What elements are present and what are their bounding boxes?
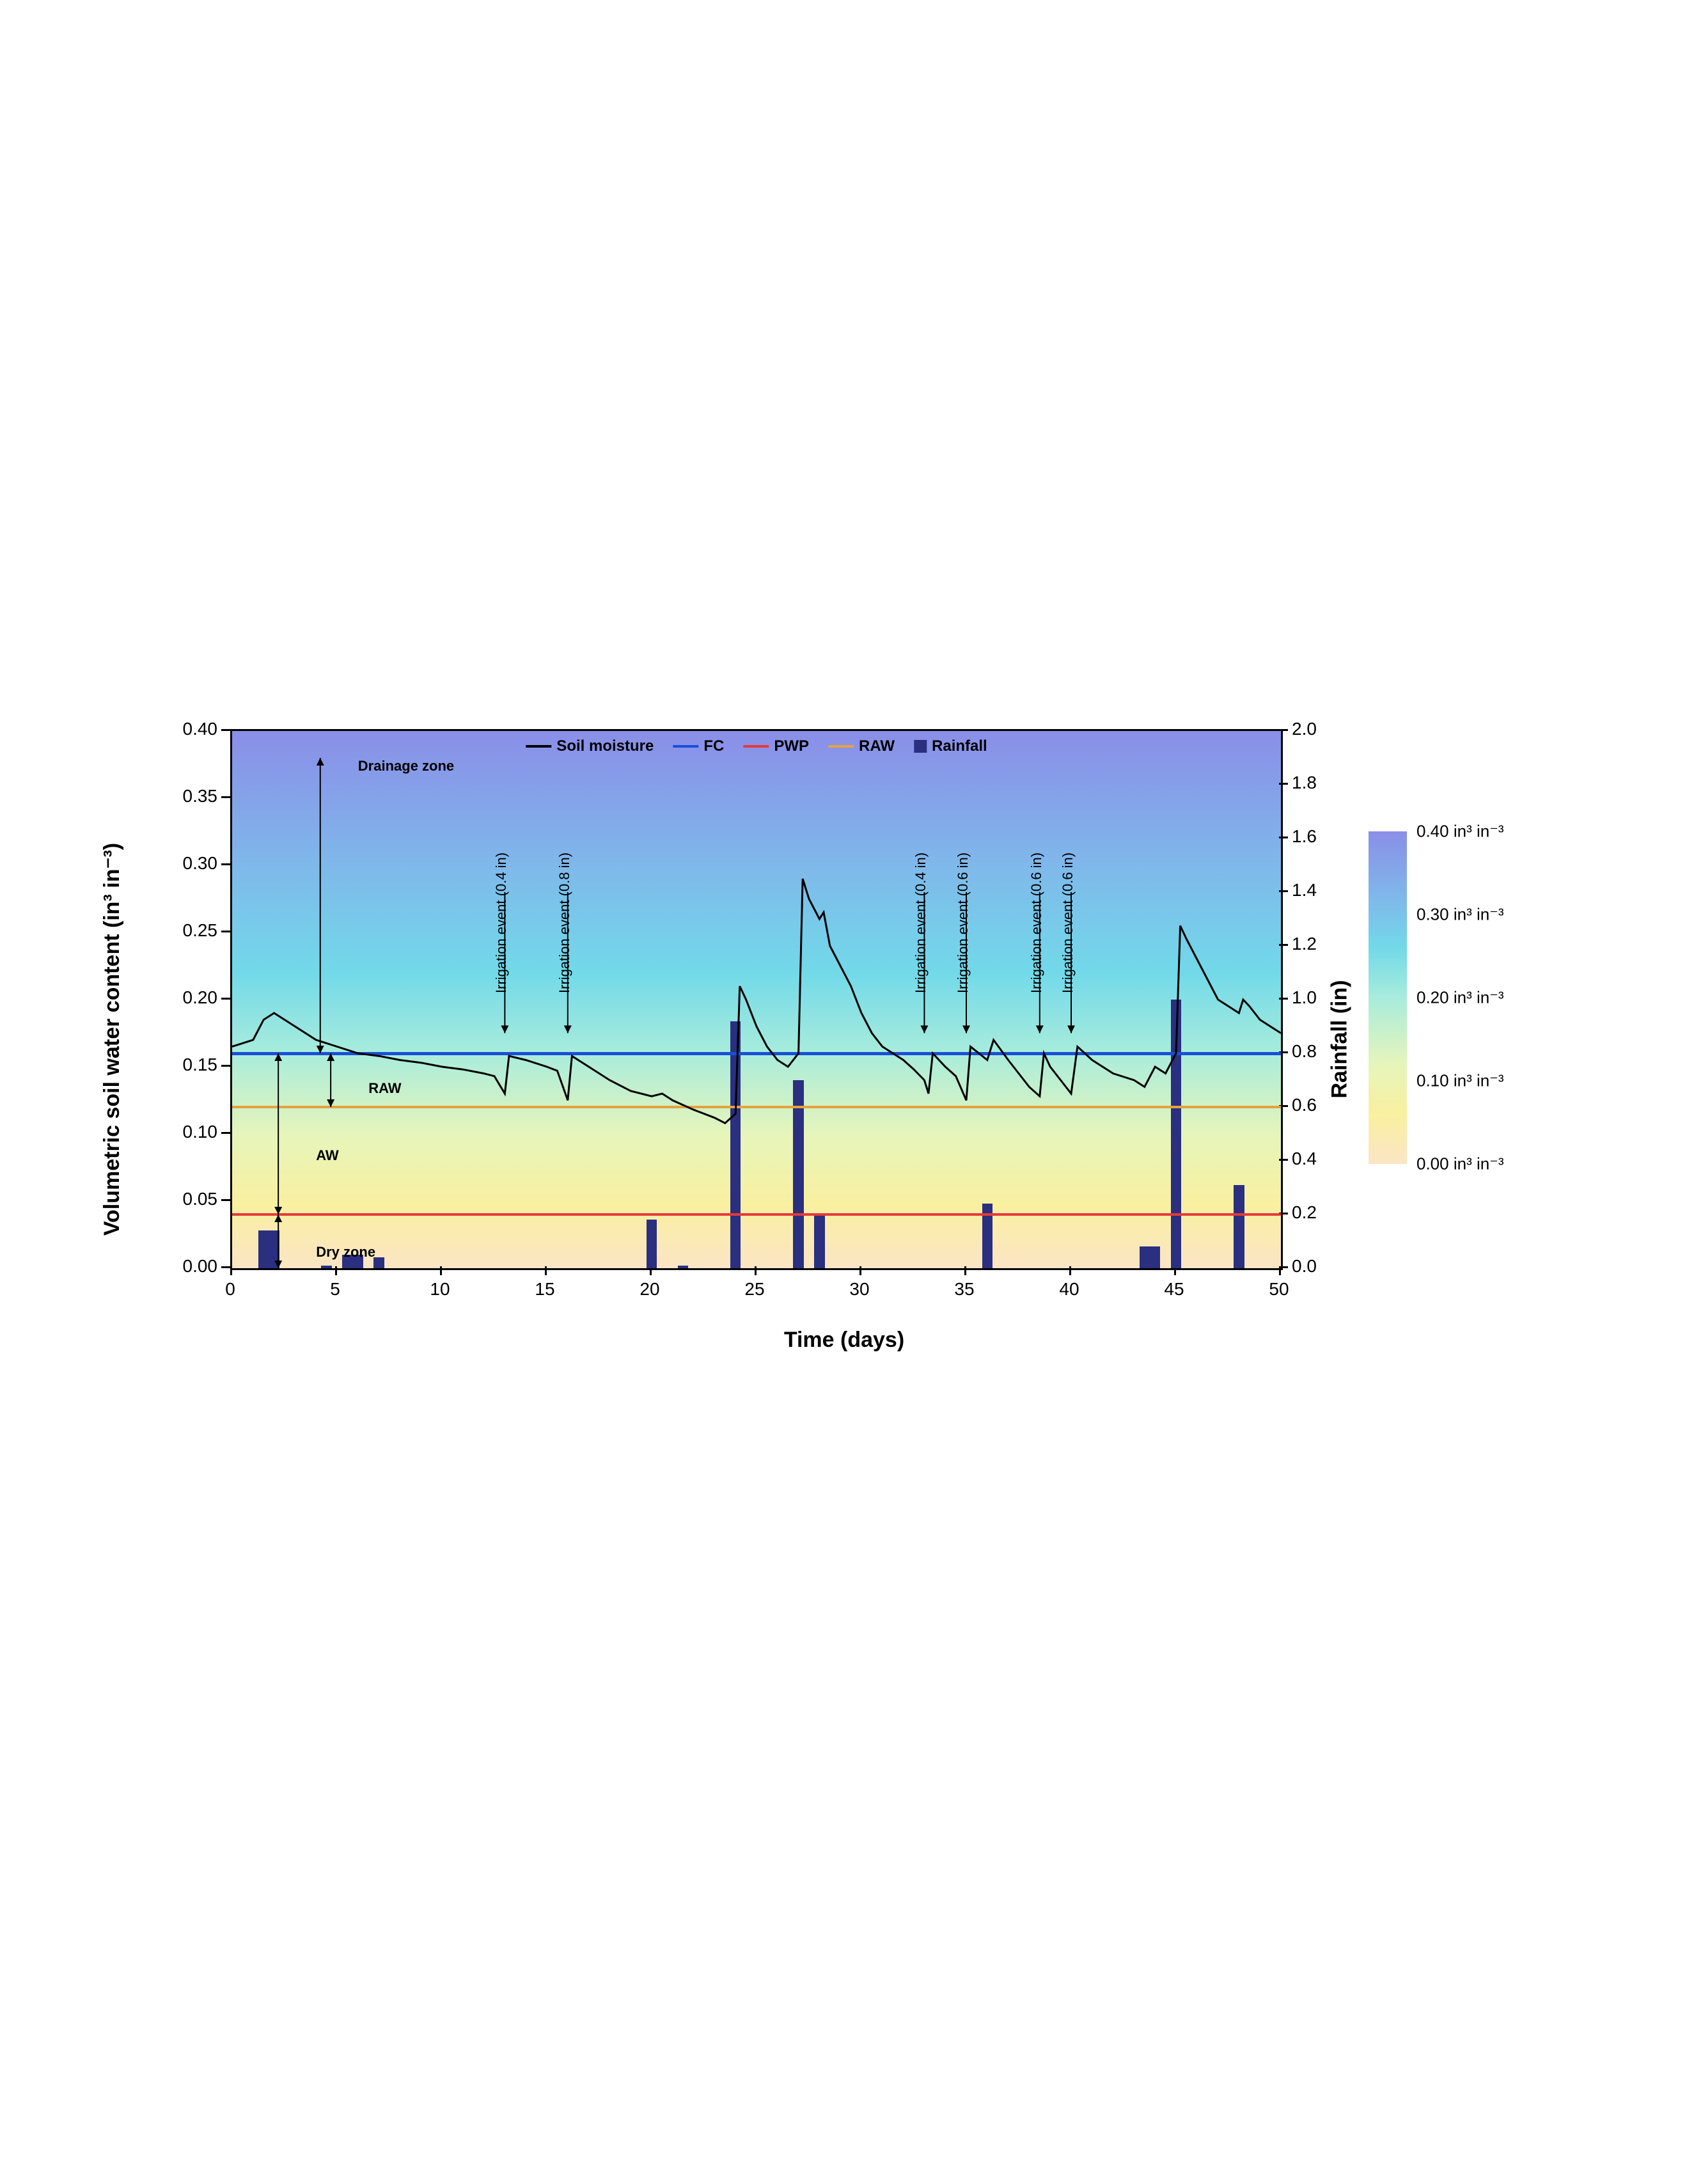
x-tick-label: 30: [849, 1279, 869, 1300]
y-right-tick-label: 1.2: [1292, 934, 1317, 954]
y-left-tick-label: 0.05: [183, 1189, 218, 1209]
y-right-tick-label: 1.0: [1292, 987, 1317, 1008]
y-left-tick: [221, 998, 230, 1000]
legend-label: FC: [703, 737, 724, 755]
colorbar-label: 0.30 in³ in⁻³: [1416, 905, 1504, 925]
x-tick-label: 45: [1164, 1279, 1184, 1300]
y-left-tick-label: 0.00: [183, 1256, 218, 1277]
y-right-tick-label: 1.8: [1292, 773, 1317, 793]
x-tick-label: 35: [954, 1279, 974, 1300]
y-left-tick-label: 0.35: [183, 786, 218, 806]
y-left-tick: [221, 729, 230, 731]
y-right-tick-label: 2.0: [1292, 719, 1317, 739]
zone-label: RAW: [368, 1080, 401, 1097]
legend-swatch: [828, 745, 854, 748]
y-right-tick-label: 1.4: [1292, 880, 1317, 900]
legend-swatch: [526, 745, 551, 748]
legend-swatch: [743, 745, 769, 748]
y-right-tick-label: 0.0: [1292, 1256, 1317, 1277]
legend-item: RAW: [828, 737, 895, 755]
y-right-tick-label: 0.8: [1292, 1041, 1317, 1062]
irrigation-label: Irrigation event (0.4 in): [493, 852, 510, 993]
x-tick-label: 5: [330, 1279, 340, 1300]
legend-swatch: [914, 740, 927, 753]
y-left-tick: [221, 931, 230, 932]
y-left-tick: [221, 1065, 230, 1067]
irrigation-label: Irrigation event (0.6 in): [1060, 852, 1076, 993]
chart-area: Soil moisture FC PWP RAW Rainfall Irrigation…: [90, 703, 1599, 1375]
y-left-tick: [221, 1266, 230, 1268]
colorbar: 0.40 in³ in⁻³0.30 in³ in⁻³0.20 in³ in⁻³0…: [1369, 831, 1407, 1164]
x-tick-label: 15: [535, 1279, 554, 1300]
colorbar-label: 0.00 in³ in⁻³: [1416, 1154, 1504, 1174]
x-tick-label: 40: [1059, 1279, 1079, 1300]
y-right-tick-label: 0.6: [1292, 1095, 1317, 1115]
y-left-tick: [221, 796, 230, 798]
y-left-tick: [221, 1199, 230, 1201]
zone-label: AW: [316, 1147, 338, 1164]
y-right-axis-label: Rainfall (in): [1328, 980, 1353, 1098]
legend-item: Soil moisture: [526, 737, 654, 755]
legend-label: Rainfall: [932, 737, 987, 755]
legend-item: FC: [673, 737, 724, 755]
irrigation-label: Irrigation event (0.8 in): [556, 852, 573, 993]
irrigation-label: Irrigation event (0.6 in): [955, 852, 971, 993]
chart-container: Soil moisture FC PWP RAW Rainfall Irrigation…: [0, 0, 1687, 2184]
legend-item: Rainfall: [914, 737, 987, 755]
legend: Soil moisture FC PWP RAW Rainfall: [526, 737, 987, 755]
y-left-tick-label: 0.25: [183, 920, 218, 941]
y-left-tick-label: 0.10: [183, 1122, 218, 1142]
y-left-tick: [221, 1132, 230, 1134]
irrigation-label: Irrigation event (0.4 in): [913, 852, 929, 993]
x-tick-label: 50: [1269, 1279, 1289, 1300]
x-tick-label: 10: [430, 1279, 450, 1300]
x-tick-label: 25: [744, 1279, 764, 1300]
y-left-tick-label: 0.30: [183, 853, 218, 874]
legend-label: RAW: [859, 737, 895, 755]
y-left-tick-label: 0.20: [183, 987, 218, 1008]
zone-label: Dry zone: [316, 1244, 375, 1261]
legend-swatch: [673, 745, 698, 748]
y-right-tick-label: 1.6: [1292, 826, 1317, 847]
y-left-tick: [221, 863, 230, 865]
y-right-tick-label: 0.4: [1292, 1149, 1317, 1169]
y-left-tick-label: 0.15: [183, 1055, 218, 1075]
legend-label: Soil moisture: [556, 737, 654, 755]
colorbar-label: 0.40 in³ in⁻³: [1416, 822, 1504, 842]
y-right-tick-label: 0.2: [1292, 1202, 1317, 1223]
colorbar-label: 0.20 in³ in⁻³: [1416, 988, 1504, 1008]
zone-label: Drainage zone: [358, 758, 454, 774]
soil-moisture-line: [232, 731, 1281, 1268]
x-tick-label: 20: [639, 1279, 659, 1300]
irrigation-label: Irrigation event (0.6 in): [1028, 852, 1045, 993]
plot-area: Soil moisture FC PWP RAW Rainfall Irrigation…: [230, 729, 1283, 1270]
y-left-tick-label: 0.40: [183, 719, 218, 739]
x-axis-label: Time (days): [784, 1328, 904, 1353]
legend-item: PWP: [743, 737, 809, 755]
y-left-axis-label: Volumetric soil water content (in³ in⁻³): [99, 843, 125, 1236]
colorbar-label: 0.10 in³ in⁻³: [1416, 1071, 1504, 1091]
legend-label: PWP: [774, 737, 809, 755]
x-tick-label: 0: [225, 1279, 235, 1300]
